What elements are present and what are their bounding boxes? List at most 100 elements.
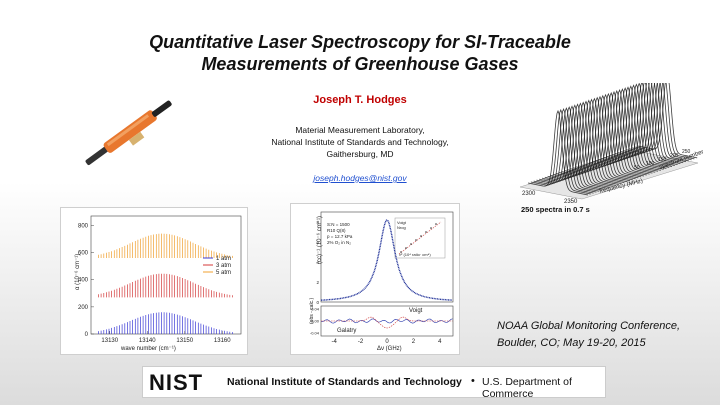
surface-spectrum-line xyxy=(567,96,628,183)
surface-spectrum-line xyxy=(553,101,614,187)
laser-device-image xyxy=(85,100,172,165)
surface-spectrum-line xyxy=(597,86,659,172)
conference-line-1: NOAA Global Monitoring Conference, xyxy=(497,320,681,332)
series-1-atm-line xyxy=(98,312,233,334)
surface-spectrum-line xyxy=(617,83,678,165)
x-tick-label: 13140 xyxy=(139,338,156,344)
nist-department-name: U.S. Department of Commerce xyxy=(482,376,572,400)
inset-label-1: Voigt xyxy=(397,220,407,225)
surface-spectrum-line xyxy=(541,105,603,191)
inset-point xyxy=(410,243,412,245)
surface-spectrum-line xyxy=(561,98,622,184)
surface-spectrum-line xyxy=(637,83,698,159)
y-tick-label-upper: 8 xyxy=(316,220,319,225)
surface-spectrum-line xyxy=(586,89,647,176)
y-tick-label-lower: 0.04 xyxy=(311,307,320,312)
lineshape-chart: Voigt Nrog ν² (10⁴ ratio· cm⁴) S:N = 150… xyxy=(309,211,454,352)
surface-spectrum-line xyxy=(603,84,664,170)
surface-spectrum-line xyxy=(550,102,611,188)
surface-spectrum-line xyxy=(547,103,608,189)
surface-spectrum-line xyxy=(625,83,687,163)
inset-point xyxy=(435,223,437,225)
surface-y-tick: 100 xyxy=(646,161,655,167)
legend-label: 3 atm xyxy=(216,263,231,269)
inset-point xyxy=(425,231,427,233)
residual-label-galatry: Galatry xyxy=(337,328,356,334)
inset-point xyxy=(400,251,402,253)
inset-label-2: Nrog xyxy=(397,225,406,230)
surface-spectrum-line xyxy=(620,83,681,164)
y-tick-label: 200 xyxy=(78,305,89,311)
legend-label: 1 atm xyxy=(216,256,231,262)
annotation-text: p = 12.7 kPa xyxy=(327,234,353,239)
surface-spectrum-line xyxy=(614,83,675,166)
spectrum-ylabel: α (10⁻⁶ cm⁻¹) xyxy=(74,254,81,290)
surface-spectrum-line xyxy=(564,97,625,183)
x-tick-label: 4 xyxy=(438,339,442,345)
inset-point xyxy=(405,247,407,249)
surface-spectrum-line xyxy=(578,92,639,179)
footer-separator: • xyxy=(471,375,475,387)
series-5-atm-line xyxy=(98,233,233,258)
email-link[interactable]: joseph.hodges@nist.gov xyxy=(313,173,407,183)
annotation-text: S:N = 1500 xyxy=(327,222,350,227)
surface-spectrum-line xyxy=(539,106,600,192)
y-tick-label-lower: 0.00 xyxy=(311,319,320,324)
annotation-text: 2% O₂ in N₂ xyxy=(327,240,351,245)
surface-spectrum-line xyxy=(572,94,633,181)
surface-spectrum-line xyxy=(558,99,619,185)
affiliation-line-3: Gaithersburg, MD xyxy=(326,149,394,159)
y-tick-label: 400 xyxy=(78,278,89,284)
surface-spectrum-line xyxy=(609,83,670,168)
inset-point xyxy=(430,227,432,229)
surface-spectrum-line xyxy=(595,87,656,173)
x-tick-label: 13150 xyxy=(176,338,193,344)
x-tick-label: 2 xyxy=(412,339,416,345)
surface-spectrum-line xyxy=(592,88,653,174)
x-tick-label: 13130 xyxy=(101,338,118,344)
surface-spectrum-line xyxy=(623,83,684,164)
surface-spectrum-line xyxy=(606,83,667,169)
surface-y-tick: 150 xyxy=(658,157,667,163)
y-tick-label: 600 xyxy=(78,251,89,257)
surface-spectrum-line xyxy=(600,85,661,171)
surface-spectrum-line xyxy=(589,89,650,175)
surface-spectrum-line xyxy=(581,91,642,178)
surface-spectrum-line xyxy=(634,83,695,160)
surface-y-tick: 200 xyxy=(670,153,679,159)
affiliation: Material Measurement Laboratory, Nationa… xyxy=(0,124,720,160)
lineshape-data-curve xyxy=(320,219,452,301)
x-tick-label: -4 xyxy=(332,339,338,345)
author-name: Joseph T. Hodges xyxy=(313,94,407,106)
surface-spectrum-line xyxy=(544,104,605,190)
surface-spectrum-line xyxy=(628,83,689,162)
residual-label-voigt: Voigt xyxy=(409,308,423,314)
title-line-2: Measurements of Greenhouse Gases xyxy=(201,54,519,74)
conference-info: NOAA Global Monitoring Conference, Bould… xyxy=(497,318,680,352)
residual-galatry-line xyxy=(320,318,453,324)
x-tick-label: -2 xyxy=(358,339,364,345)
y-tick-label: 0 xyxy=(85,332,89,338)
spectrum-plot-area xyxy=(90,215,242,335)
residual-voigt-line xyxy=(321,316,453,329)
title-line-1: Quantitative Laser Spectroscopy for SI-T… xyxy=(149,32,571,52)
surface-x-tick-1: 2300 xyxy=(522,191,536,197)
surface-spectrum-line xyxy=(583,90,645,177)
surface-plot-caption: 250 spectra in 0.7 s xyxy=(521,205,590,214)
legend-label: 5 atm xyxy=(216,270,231,276)
y-tick-label-upper: 6 xyxy=(316,240,319,245)
y-tick-label-lower: -0.04 xyxy=(310,331,320,336)
surface-x-tick-2: 2350 xyxy=(564,199,578,203)
slide-title: Quantitative Laser Spectroscopy for SI-T… xyxy=(0,31,720,75)
surface-y-tick: 250 xyxy=(682,149,691,155)
spectrum-chart-panel: 0 200 400 600 800 13130 13140 13150 13160 α (10⁻… xyxy=(60,207,248,355)
lineshape-upper-ylabel: (cc)⁻¹ (10⁻⁶ cm⁻¹) xyxy=(316,216,323,264)
surface-spectrum-line xyxy=(555,100,617,186)
surface-spectrum-line xyxy=(530,108,591,195)
surface-spectrum-line xyxy=(575,93,636,180)
annotation-text: R10 Q(8) xyxy=(327,228,346,233)
surface-spectrum-line xyxy=(611,83,673,167)
affiliation-line-1: Material Measurement Laboratory, xyxy=(295,125,425,135)
surface-spectrum-line xyxy=(569,95,631,182)
